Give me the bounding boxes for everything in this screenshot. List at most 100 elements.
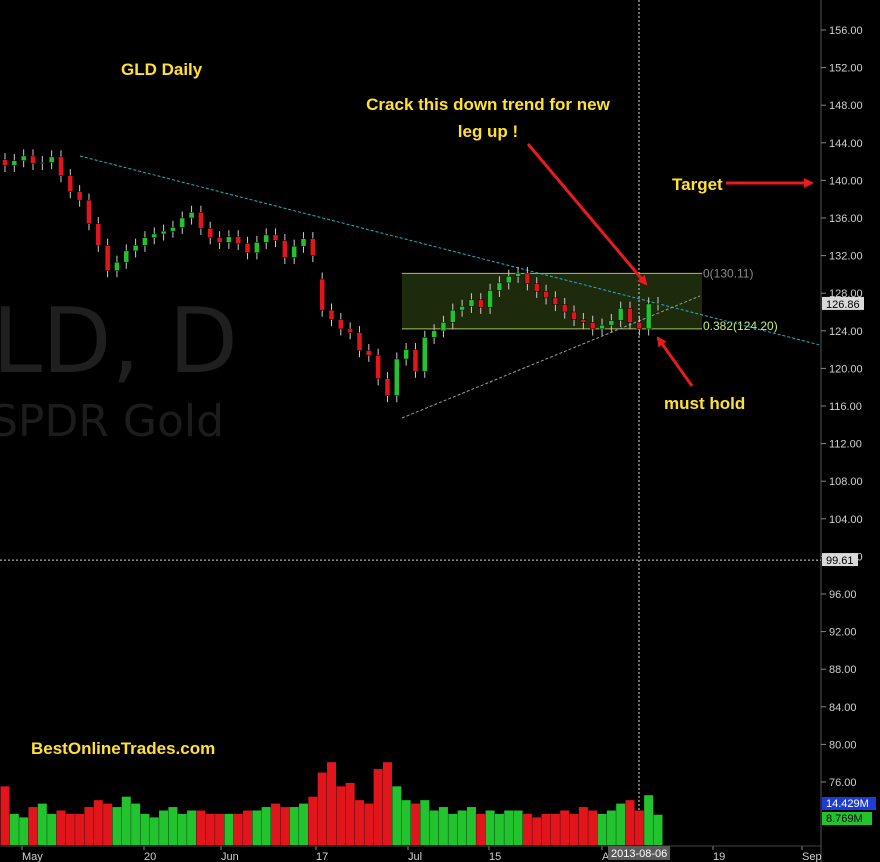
crosshair-date-tag [608, 846, 670, 860]
volume-bar [84, 807, 94, 845]
volume-bar [410, 803, 420, 845]
volume-label-blue: 14.429M [826, 798, 869, 810]
volume-bar [187, 810, 197, 845]
candle-body [39, 162, 46, 164]
time-tick-label: 20 [144, 851, 156, 862]
downtrend-line [79, 155, 821, 346]
volume-bar [140, 813, 150, 845]
volume-bar [457, 810, 467, 845]
candle-body [170, 227, 176, 232]
candle-body [412, 349, 419, 372]
watermark-symbol: LD, D [0, 289, 238, 394]
crosshair-price-label: 99.61 [826, 555, 854, 567]
volume-bar [616, 803, 626, 845]
volume-bar [345, 782, 355, 845]
volume-series [0, 762, 663, 845]
candle-body [114, 261, 120, 271]
candle-body [450, 309, 456, 323]
candle-body [226, 236, 232, 243]
candle-body [422, 337, 428, 372]
volume-bar [466, 807, 476, 845]
volume-bar [522, 813, 532, 845]
volume-bar [364, 803, 374, 845]
volume-bar [196, 810, 206, 845]
candle-body [496, 282, 503, 291]
candle-body [142, 237, 148, 246]
candle-body [375, 354, 381, 379]
candle-body [76, 191, 83, 201]
candle-body [533, 283, 540, 292]
volume-bar [75, 813, 85, 845]
price-tick-label: 108.00 [829, 476, 863, 488]
price-tick-label: 132.00 [829, 251, 863, 263]
price-tick-label: 140.00 [829, 175, 863, 187]
candle-body [580, 319, 587, 323]
volume-bar [177, 813, 187, 845]
price-tick-label: 112.00 [829, 439, 862, 451]
volume-bar [485, 810, 495, 845]
volume-bar [597, 813, 607, 845]
volume-bar [159, 810, 169, 845]
candle-body [179, 217, 185, 228]
last-price-tag [822, 296, 864, 310]
volume-bar [205, 813, 215, 845]
price-tick-label: 144.00 [829, 138, 863, 150]
candle-body [636, 322, 643, 330]
volume-bar [224, 813, 234, 845]
candle-body [645, 303, 652, 330]
volume-bar [336, 786, 346, 845]
must-hold-label: must hold [664, 394, 745, 413]
candle-body [11, 160, 18, 166]
volume-bar [112, 807, 122, 845]
price-tick-label: 116.00 [829, 401, 862, 413]
candle-body [319, 278, 325, 311]
candle-body [104, 245, 111, 271]
site-label: BestOnlineTrades.com [31, 739, 215, 758]
volume-bar [354, 800, 364, 845]
candle-body [403, 349, 409, 360]
volume-bar [327, 762, 336, 845]
price-tick-label: 156.00 [829, 25, 863, 37]
candle-body [617, 307, 624, 321]
volume-tag-blue [822, 797, 876, 810]
candle-body [2, 159, 8, 166]
time-tick-label: Jul [408, 851, 422, 862]
volume-bar [625, 800, 635, 845]
volume-bar [65, 813, 75, 845]
volume-bar [401, 800, 411, 845]
time-tick-label: May [22, 851, 43, 862]
price-tick-label: 152.00 [829, 63, 863, 75]
volume-bar [261, 807, 271, 845]
fib-level-0382-label: 0.382(124.20) [703, 319, 778, 333]
time-axis-ticks: May 20 Jun 17 Jul 15 A 19 Sep [21, 846, 822, 862]
price-axis-ticks: 156.00 152.00 148.00 144.00 140.00 136.00 132.… [821, 25, 863, 789]
volume-bar [317, 772, 327, 845]
price-tick-label: 88.00 [829, 664, 857, 676]
candle-body [561, 304, 568, 313]
fib-retracement-zone [402, 273, 702, 329]
price-tick-label: 80.00 [829, 739, 857, 751]
time-tick-label: Sep [802, 851, 822, 862]
time-tick-label: 19 [713, 851, 725, 862]
candle-body [347, 328, 353, 333]
candle-body [160, 230, 167, 235]
volume-bar [243, 810, 253, 845]
candle-body [282, 240, 288, 258]
chart-title: GLD Daily [121, 60, 203, 79]
candle-body [599, 324, 605, 330]
fib-level-0-label: 0(130.11) [703, 266, 753, 280]
candle-body [608, 320, 615, 326]
candle-body [244, 243, 251, 254]
candle-body [515, 273, 521, 277]
crosshair-date-label: 2013-08-06 [611, 848, 667, 860]
candle-body [338, 319, 344, 330]
candle-body [328, 309, 335, 320]
price-tick-label: 76.00 [829, 777, 857, 789]
candle-body [440, 322, 447, 332]
volume-bar [121, 796, 131, 845]
watermark-name: SPDR Gold [0, 396, 224, 447]
candle-body [30, 155, 36, 164]
candle-body [505, 276, 512, 284]
price-tick-label: 148.00 [829, 100, 863, 112]
